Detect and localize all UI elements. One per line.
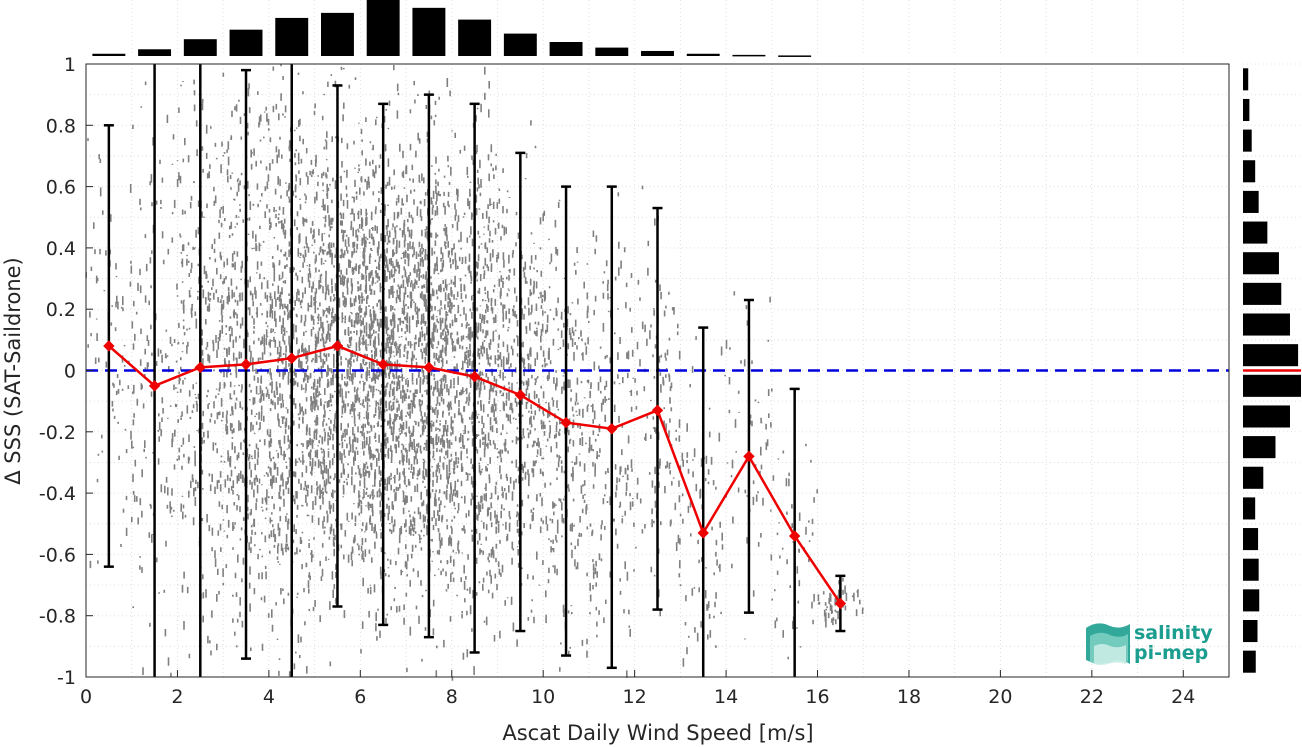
right-hist-bar [1243, 252, 1279, 275]
mean-point [788, 530, 801, 542]
top-hist-bar [595, 47, 629, 56]
x-tick-label: 6 [354, 686, 366, 708]
x-tick-label: 16 [805, 686, 829, 708]
top-hist-bar [412, 7, 446, 56]
y-tick-label: 0 [64, 361, 76, 383]
mean-point [834, 597, 847, 610]
right-hist-bar [1243, 436, 1276, 459]
mean-point [743, 450, 755, 463]
right-hist-bar [1243, 160, 1256, 183]
top-hist-bar [641, 50, 674, 56]
right-hist-bar [1243, 589, 1260, 612]
x-tick-label: 8 [446, 686, 458, 708]
right-hist-bar [1243, 619, 1258, 643]
right-hist-bar [1243, 650, 1256, 673]
right-hist-bar [1243, 313, 1290, 336]
right-hist-bar [1243, 221, 1268, 244]
main-plot-area [85, 63, 1230, 681]
y-tick-label: 0.4 [46, 238, 76, 260]
mean-point [194, 361, 207, 374]
mean-point [148, 380, 161, 392]
top-hist-bar [732, 54, 766, 57]
mean-point [697, 527, 709, 539]
x-tick-label: 12 [623, 686, 647, 708]
grid-lines [86, 63, 1229, 677]
y-tick-label: 0.8 [46, 115, 76, 137]
right-hist-bar [1243, 129, 1252, 152]
wave-logo-icon [1086, 623, 1130, 665]
right-hist-bar [1243, 528, 1259, 551]
mean-point [514, 389, 527, 401]
top-hist-bar [458, 19, 492, 57]
mean-point [377, 358, 389, 371]
right-hist-bar [1243, 190, 1259, 213]
binned-mean-line [103, 340, 847, 610]
x-tick-label: 2 [171, 686, 183, 708]
top-hist-bar [92, 53, 126, 56]
mean-point [103, 340, 115, 352]
top-hist-bar [229, 29, 263, 56]
x-tick-label: 20 [988, 686, 1012, 708]
y-tick-label: -0.8 [39, 606, 76, 628]
logo-line2: pi-mep [1134, 642, 1208, 664]
top-histogram [92, 0, 1184, 57]
mean-point [560, 416, 572, 429]
top-hist-bar [686, 53, 720, 56]
right-hist-bar [1243, 68, 1249, 91]
y-tick-label: -0.6 [39, 544, 76, 566]
x-axis-label: Ascat Daily Wind Speed [m/s] [502, 721, 813, 745]
y-axis-label: Δ SSS (SAT-Saildrone) [1, 257, 25, 484]
x-tick-label: 4 [263, 686, 275, 708]
y-tick-label: -0.4 [39, 483, 76, 505]
top-hist-bar [183, 39, 217, 56]
mean-point [651, 404, 664, 417]
right-hist-bar [1243, 558, 1259, 581]
top-hist-bar [275, 17, 309, 57]
x-tick-label: 22 [1080, 686, 1104, 708]
x-axis-ticks: 0 2 4 6 8 10 12 14 16 18 20 22 24 [80, 670, 1195, 708]
right-hist-bar [1243, 344, 1299, 367]
right-hist-bar [1243, 405, 1290, 428]
mean-point [240, 358, 252, 371]
right-hist-bar [1243, 374, 1301, 397]
y-tick-label: -1 [57, 667, 76, 689]
y-axis-ticks: 1 0.8 0.6 0.4 0.2 0 -0.2 -0.4 -0.6 -0.8 -1 [39, 54, 93, 689]
mean-point [331, 340, 344, 352]
salinity-pi-mep-logo: salinity pi-mep [1086, 622, 1213, 665]
mean-point [606, 423, 618, 435]
top-hist-bar [138, 49, 172, 56]
y-tick-label: -0.2 [39, 422, 76, 444]
mean-point [286, 352, 298, 364]
right-hist-bar [1243, 497, 1256, 520]
x-tick-label: 24 [1171, 686, 1195, 708]
x-tick-label: 18 [897, 686, 921, 708]
right-hist-bar [1243, 466, 1264, 489]
top-hist-bar [503, 33, 537, 56]
x-tick-label: 14 [714, 686, 738, 708]
x-tick-label: 10 [531, 686, 555, 708]
y-tick-label: 0.2 [46, 299, 76, 321]
y-tick-label: 0.6 [46, 177, 76, 199]
right-hist-bar [1243, 282, 1282, 305]
right-hist-bar [1243, 98, 1250, 122]
x-tick-label: 0 [80, 686, 92, 708]
y-tick-label: 1 [64, 54, 76, 76]
top-hist-bar [321, 12, 354, 56]
logo-line1: salinity [1134, 622, 1213, 644]
mean-point [468, 370, 481, 383]
right-histogram [1243, 63, 1302, 673]
top-hist-bar [778, 55, 812, 57]
top-hist-bar [366, 0, 400, 56]
mean-point [423, 361, 435, 374]
top-hist-bar [549, 42, 583, 56]
